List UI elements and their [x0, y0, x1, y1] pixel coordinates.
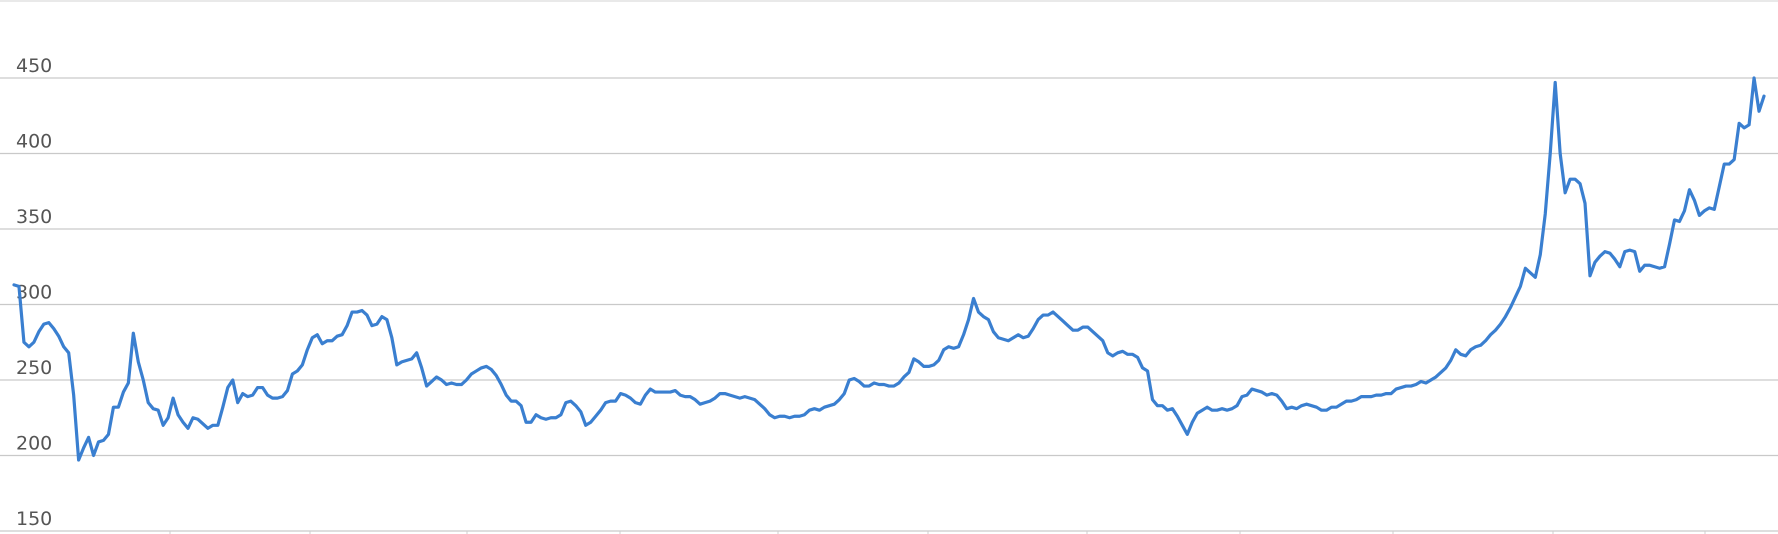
- y-axis-tick-labels: 150 200 250 300 350 400 450: [16, 55, 52, 530]
- series-line-1: [12, 76, 1766, 462]
- gridlines: [0, 77, 1778, 532]
- y-tick-label-450: 450: [16, 55, 52, 77]
- y-tick-label-350: 350: [16, 206, 52, 228]
- series-group: [12, 76, 1766, 462]
- y-tick-label-200: 200: [16, 433, 52, 455]
- y-tick-label-150: 150: [16, 508, 52, 530]
- y-tick-label-250: 250: [16, 357, 52, 379]
- y-tick-label-300: 300: [16, 282, 52, 304]
- y-tick-label-400: 400: [16, 131, 52, 153]
